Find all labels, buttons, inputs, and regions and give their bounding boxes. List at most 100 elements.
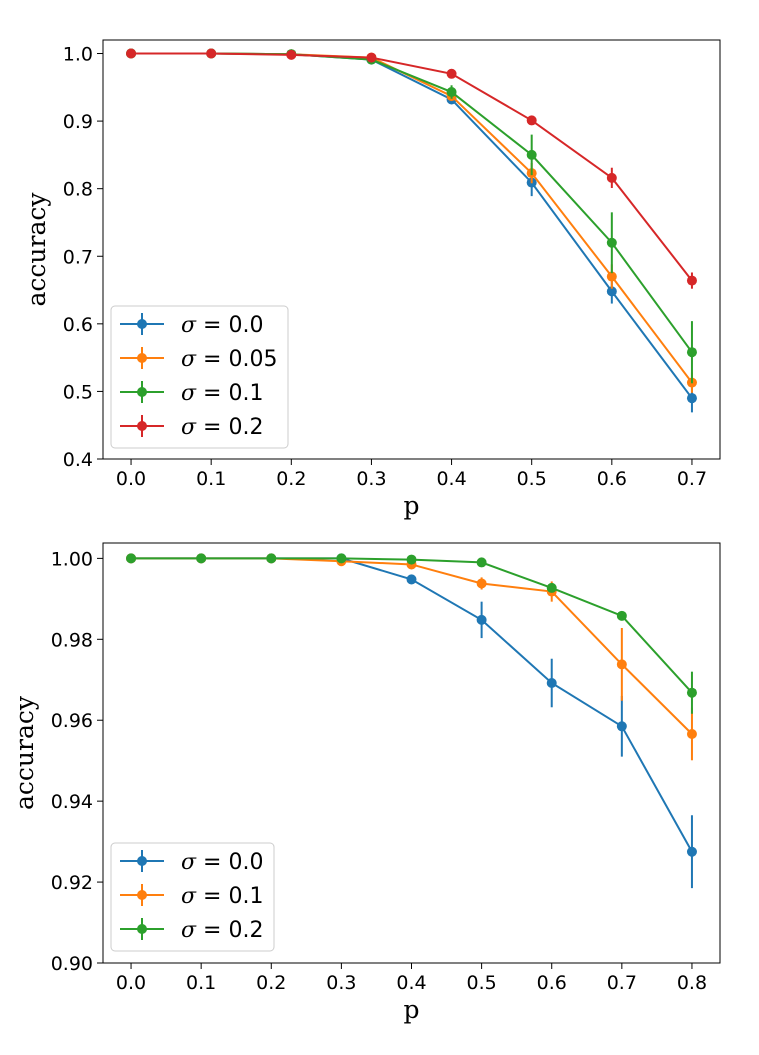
plot-frame — [102, 39, 721, 460]
data-point — [196, 553, 207, 564]
x-tick-label: 0.0 — [116, 468, 146, 490]
x-tick-label: 0.7 — [677, 468, 707, 490]
data-point — [606, 271, 617, 282]
x-axis-label: p — [403, 995, 419, 1024]
data-point — [446, 68, 457, 79]
x-tick-label: 0.4 — [436, 468, 466, 490]
y-axis-label: accuracy — [10, 695, 39, 810]
data-point — [476, 578, 487, 589]
legend-label: σ = 0.2 — [181, 415, 263, 440]
legend-entry: σ = 0.2 — [120, 918, 263, 943]
data-point — [616, 610, 627, 621]
y-tick-label: 1.00 — [51, 548, 93, 570]
data-point — [686, 393, 697, 404]
data-point — [406, 574, 417, 585]
data-point — [366, 52, 377, 63]
data-point — [206, 48, 217, 59]
legend-marker-swatch — [137, 856, 147, 866]
data-point — [616, 721, 627, 732]
x-tick-label: 0.2 — [276, 468, 306, 490]
y-tick-label: 1.0 — [63, 44, 93, 66]
data-point — [526, 115, 537, 126]
series-4 — [126, 48, 697, 289]
data-point — [336, 553, 347, 564]
x-tick-label: 0.3 — [326, 972, 356, 994]
x-tick-label: 0.3 — [356, 468, 386, 490]
data-point — [526, 149, 537, 160]
x-tick-label: 0.5 — [467, 972, 497, 994]
data-point — [606, 237, 617, 248]
x-tick-label: 0.7 — [607, 972, 637, 994]
legend-entry: σ = 0.0 — [120, 313, 263, 338]
y-tick-label: 0.4 — [63, 449, 93, 471]
legend-entry: σ = 0.2 — [120, 415, 263, 440]
series-3 — [126, 553, 697, 714]
legend-entry: σ = 0.0 — [120, 850, 263, 875]
x-tick-label: 0.6 — [537, 972, 567, 994]
legend-entry: σ = 0.1 — [120, 884, 263, 909]
legend-label: σ = 0.0 — [181, 313, 263, 338]
data-point — [686, 275, 697, 286]
legend-marker-swatch — [137, 387, 147, 397]
chart-2: 0.0 0.1 0.2 0.3 0.4 0.5 0.6 0.7 0.8 0.90 0.92 0.94 0… — [10, 542, 721, 1024]
series-line — [131, 557, 693, 735]
legend: σ = 0.0 σ = 0.1 σ = 0.2 — [110, 842, 275, 952]
data-point — [126, 48, 137, 59]
y-tick-label: 0.7 — [63, 246, 93, 268]
series-1 — [126, 553, 697, 889]
data-point — [606, 286, 617, 297]
data-point — [686, 846, 697, 857]
series-line — [131, 557, 693, 853]
legend-frame — [110, 842, 275, 952]
y-tick-label: 0.8 — [63, 179, 93, 201]
x-tick-label: 0.1 — [186, 972, 216, 994]
legend-label: σ = 0.1 — [181, 381, 263, 406]
legend: σ = 0.0 σ = 0.05 σ = 0.1 σ = 0.2 — [110, 305, 289, 449]
legend-entry: σ = 0.05 — [120, 347, 277, 372]
y-tick-label: 0.96 — [51, 710, 93, 732]
y-tick-label: 0.9 — [63, 111, 93, 133]
y-axis-label: accuracy — [22, 192, 51, 307]
legend-marker-swatch — [137, 319, 147, 329]
x-tick-label: 0.0 — [116, 972, 146, 994]
data-point — [286, 49, 297, 60]
data-point — [476, 557, 487, 568]
data-point — [546, 582, 557, 593]
x-tick-label: 0.1 — [196, 468, 226, 490]
legend-entry: σ = 0.1 — [120, 381, 263, 406]
legend-label: σ = 0.2 — [181, 918, 263, 943]
x-tick-label: 0.8 — [677, 972, 707, 994]
x-tick-label: 0.2 — [256, 972, 286, 994]
data-point — [446, 87, 457, 98]
x-tick-label: 0.4 — [396, 972, 426, 994]
x-axis-label: p — [403, 491, 419, 520]
x-tick-label: 0.5 — [517, 468, 547, 490]
y-tick-label: 0.6 — [63, 314, 93, 336]
legend-marker-swatch — [137, 924, 147, 934]
data-point — [686, 687, 697, 698]
data-point — [476, 614, 487, 625]
legend-frame — [110, 305, 289, 449]
y-tick-label: 0.98 — [51, 629, 93, 651]
legend-marker-swatch — [137, 353, 147, 363]
data-point — [266, 553, 277, 564]
series-line — [131, 52, 693, 282]
legend-label: σ = 0.05 — [181, 347, 277, 372]
legend-label: σ = 0.1 — [181, 884, 263, 909]
chart-1: 0.0 0.1 0.2 0.3 0.4 0.5 0.6 0.7 0.4 0.5 0.6 0.7 0.8 0… — [22, 39, 721, 520]
data-point — [616, 659, 627, 670]
y-tick-label: 0.94 — [51, 791, 93, 813]
y-tick-label: 0.5 — [63, 381, 93, 403]
y-tick-label: 0.92 — [51, 872, 93, 894]
data-point — [546, 678, 557, 688]
legend-marker-swatch — [137, 890, 147, 900]
y-tick-label: 0.90 — [51, 953, 93, 975]
legend-label: σ = 0.0 — [181, 850, 263, 875]
data-point — [406, 554, 417, 565]
data-point — [686, 347, 697, 358]
data-point — [126, 553, 137, 564]
data-point — [606, 172, 617, 183]
legend-marker-swatch — [137, 421, 147, 431]
data-point — [686, 728, 697, 739]
